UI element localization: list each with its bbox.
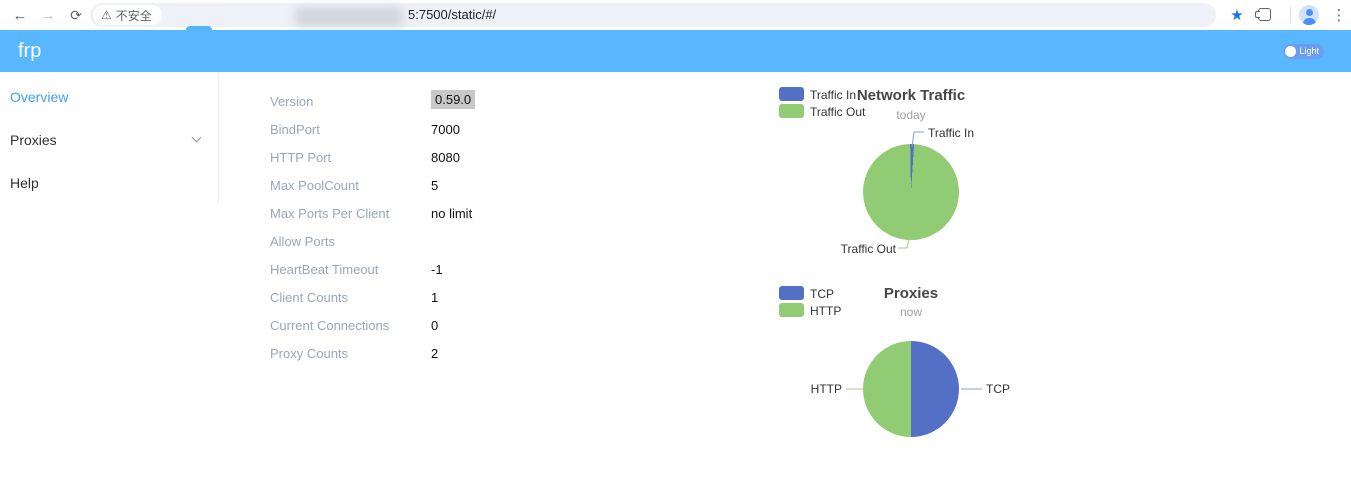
field-label: Max Ports Per Client	[270, 206, 390, 221]
network-traffic-pie[interactable]	[863, 144, 959, 240]
avatar-head	[1305, 9, 1313, 16]
app-header: frp Light	[0, 30, 1351, 72]
chart-subtitle: today	[896, 108, 926, 122]
browser-menu-icon[interactable]: ⋮	[1331, 7, 1347, 24]
reload-icon[interactable]: ⟳	[70, 6, 82, 23]
toolbar-separator	[1290, 7, 1291, 23]
field-value: 8080	[431, 150, 460, 165]
redacted-host-blur	[295, 7, 403, 27]
legend-swatch-tcp[interactable]	[779, 286, 804, 300]
address-bar[interactable]: ⚠ 不安全 5:7500/static/#/	[90, 3, 1216, 27]
sidebar	[0, 72, 219, 203]
sidebar-item-help[interactable]: Help	[10, 175, 39, 191]
field-value: 1	[431, 290, 439, 305]
legend-swatch-http[interactable]	[779, 303, 804, 317]
redaction-artifact	[186, 26, 212, 30]
forward-icon[interactable]: →	[40, 6, 56, 24]
theme-toggle-label: Light	[1299, 46, 1319, 56]
legend-label-traffic-in[interactable]: Traffic In	[810, 88, 857, 102]
back-icon[interactable]: ←	[12, 6, 28, 24]
field-label: BindPort	[270, 122, 320, 137]
field-label: HeartBeat Timeout	[270, 262, 379, 277]
pie-label-http: HTTP	[810, 382, 842, 396]
chart-subtitle: now	[899, 305, 922, 319]
bookmark-star-icon[interactable]: ★	[1230, 7, 1244, 24]
field-value: 0.59.0	[431, 90, 476, 109]
chart-title: Network Traffic	[856, 87, 966, 104]
proxies-pie[interactable]	[863, 341, 959, 437]
security-chip[interactable]: ⚠ 不安全	[93, 5, 162, 25]
field-label: Version	[270, 94, 314, 109]
sidebar-item-overview[interactable]: Overview	[10, 89, 69, 105]
theme-toggle[interactable]: Light	[1283, 44, 1324, 59]
theme-toggle-knob	[1285, 46, 1296, 57]
extensions-icon[interactable]	[1255, 8, 1271, 21]
field-value: 5	[431, 178, 439, 193]
legend-label-http[interactable]: HTTP	[810, 304, 842, 318]
pie-label-traffic-out: Traffic Out	[840, 242, 896, 256]
warning-icon: ⚠	[101, 8, 112, 22]
field-value: no limit	[431, 206, 473, 221]
field-label: Allow Ports	[270, 234, 336, 249]
avatar-shoulders	[1302, 17, 1316, 25]
url-text: 5:7500/static/#/	[408, 7, 497, 22]
legend-label-tcp[interactable]: TCP	[810, 287, 834, 301]
legend-swatch-traffic-out[interactable]	[779, 104, 804, 118]
field-value: -1	[431, 262, 443, 277]
pie-label-traffic-in: Traffic In	[928, 126, 975, 140]
sidebar-item-proxies[interactable]: Proxies	[10, 132, 57, 148]
field-value: 7000	[431, 122, 460, 137]
browser-toolbar: ← → ⟳ ⚠ 不安全 5:7500/static/#/ ★ ⋮	[0, 0, 1351, 30]
pie-label-tcp: TCP	[986, 382, 1010, 396]
legend-swatch-traffic-in[interactable]	[779, 87, 804, 101]
field-label: Max PoolCount	[270, 178, 359, 193]
selected-text: 0.59.0	[431, 90, 476, 109]
field-label: Proxy Counts	[270, 346, 349, 361]
app-title: frp	[18, 40, 42, 62]
field-label: Current Connections	[270, 318, 390, 333]
profile-avatar[interactable]	[1299, 5, 1319, 25]
chart-title: Proxies	[883, 285, 939, 302]
legend-label-traffic-out[interactable]: Traffic Out	[810, 105, 866, 119]
field-label: HTTP Port	[270, 150, 332, 165]
security-label: 不安全	[115, 8, 152, 23]
field-value: 2	[431, 346, 439, 361]
field-label: Client Counts	[270, 290, 349, 305]
field-value: 0	[431, 318, 439, 333]
